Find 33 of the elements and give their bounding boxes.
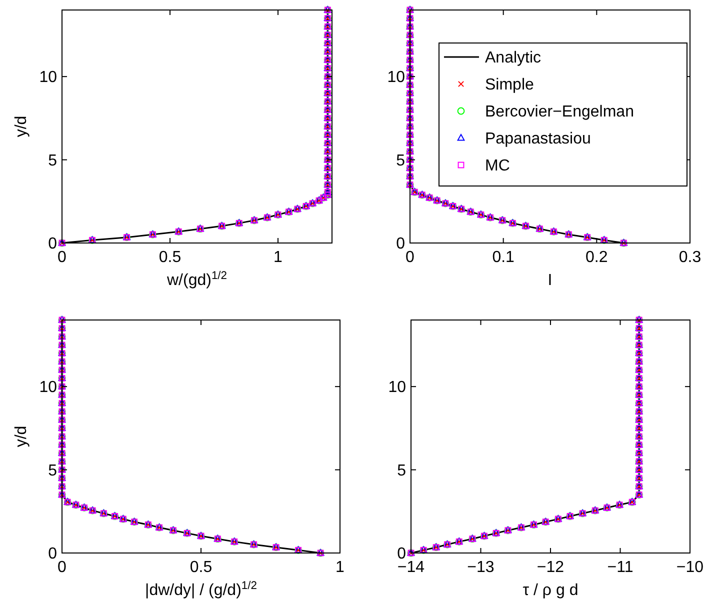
x-axis-title: w/(gd)$^{1/2}$: [166, 270, 228, 289]
x-tick-label: 1: [336, 559, 345, 576]
x-axis-title: τ / ρ g d: [522, 582, 578, 599]
y-tick-label: 5: [396, 152, 406, 170]
x-axis-title: I: [548, 272, 552, 289]
x-tick-label: 0.1: [492, 249, 515, 266]
x-tick-label: −10: [676, 559, 704, 576]
x-tick-label: 0.5: [190, 559, 212, 576]
y-tick-label: 0: [48, 236, 58, 253]
y-tick-label: 10: [39, 379, 58, 396]
y-tick-label: 5: [48, 152, 58, 170]
x-tick-label: 0.2: [586, 249, 608, 266]
legend-label: Papanastasiou: [485, 130, 591, 148]
y-axis-title: y/d: [13, 116, 30, 138]
x-tick-label: 0.3: [678, 249, 702, 266]
y-tick-label: 0: [396, 236, 406, 253]
y-tick-label: 5: [397, 462, 406, 480]
x-tick-label: −13: [467, 559, 494, 576]
x-tick-label: 0.5: [158, 249, 182, 266]
y-axis-title: y/d: [13, 426, 30, 448]
legend-label: Simple: [485, 76, 534, 94]
legend-label: Analytic: [485, 50, 542, 67]
x-tick-label: −11: [607, 559, 634, 576]
legend-label: MC: [485, 158, 510, 175]
x-tick-label: 1: [274, 249, 283, 266]
x-axis-title: |dw/dy| / (g/d)$^{1/2}$: [145, 580, 257, 599]
y-tick-label: 10: [388, 379, 406, 396]
y-tick-label: 10: [387, 69, 406, 86]
x-tick-label: −12: [536, 559, 564, 576]
legend-label: Bercovier−Engelman: [485, 104, 634, 121]
y-tick-label: 0: [48, 546, 58, 563]
y-tick-label: 5: [48, 462, 58, 480]
y-tick-label: 10: [39, 69, 58, 86]
